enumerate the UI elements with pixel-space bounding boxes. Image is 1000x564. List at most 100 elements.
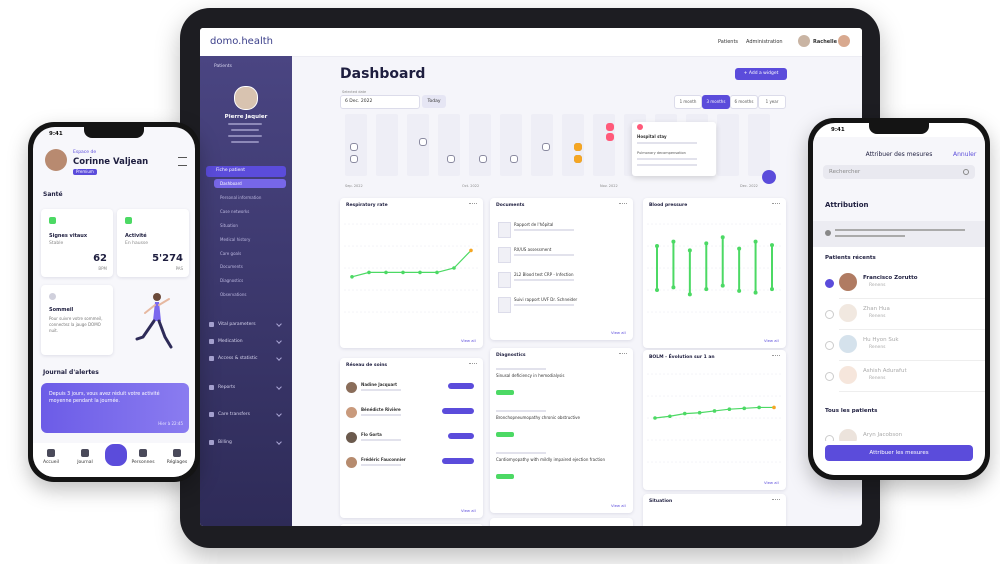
tab-label[interactable]: Réglages	[166, 460, 188, 465]
widget-title: Respiratory rate	[346, 203, 388, 208]
doc-meta	[514, 279, 574, 281]
nav-link[interactable]: Administration	[746, 39, 783, 45]
date-field[interactable]	[340, 95, 420, 109]
person-avatar	[346, 407, 357, 418]
menu-group[interactable]: Medication	[218, 339, 243, 344]
view-all-link[interactable]: View all	[461, 508, 476, 513]
menu-group[interactable]: Billing	[218, 440, 232, 445]
menu-item[interactable]: Diagnostics	[220, 278, 244, 284]
range-button[interactable]: 6 months	[730, 95, 758, 109]
runner-illustration	[135, 293, 173, 349]
patient-name[interactable]: Ashish Adurafut	[863, 368, 907, 374]
back-link[interactable]: Patients	[214, 64, 233, 69]
timeline-event	[574, 155, 582, 163]
assign-button[interactable]: Attribuer les mesures	[825, 445, 973, 461]
tab-label[interactable]: Personnes	[131, 460, 155, 465]
patient-name[interactable]: Francisco Zorutto	[863, 275, 918, 281]
add-widget-button[interactable]: + Add a widget	[735, 68, 787, 80]
menu-item[interactable]: Dashboard	[220, 181, 242, 186]
view-all-link[interactable]: View all	[764, 480, 779, 485]
info-box	[813, 221, 985, 247]
section-title: Santé	[43, 191, 63, 198]
tab-label[interactable]: Journal	[77, 460, 93, 465]
center-button[interactable]	[103, 442, 129, 468]
doc-name[interactable]: Rapport de l'hôpital	[514, 222, 554, 227]
menu-group[interactable]: Care transfers	[218, 412, 250, 417]
runner-body	[153, 302, 161, 321]
data-line	[351, 249, 472, 278]
patient-detail	[231, 141, 259, 143]
menu-item[interactable]: Situation	[220, 222, 238, 228]
widget-title: Situation	[649, 499, 673, 504]
radio[interactable]	[825, 372, 834, 381]
health-status: Stable	[49, 241, 64, 246]
divider	[839, 360, 985, 361]
tab-icon[interactable]	[81, 449, 89, 457]
view-all-link[interactable]: View all	[764, 338, 779, 343]
patient-name[interactable]: Hu Hyon Suk	[863, 337, 899, 343]
patient-photo	[234, 86, 258, 110]
person-name[interactable]: Flo Gorta	[361, 432, 382, 437]
diag-tag	[496, 390, 514, 395]
menu-group[interactable]: Access & statistic	[218, 356, 258, 361]
timeline-event	[542, 143, 550, 151]
today-button[interactable]: Today	[422, 95, 446, 108]
range-button[interactable]: 1 year	[758, 95, 786, 109]
doc-icon	[498, 272, 511, 288]
tab-label[interactable]: Accueil	[42, 460, 60, 465]
menu-item[interactable]: Documents	[220, 264, 243, 270]
pressure-range	[672, 241, 675, 288]
doc-icon	[498, 297, 511, 313]
person-name[interactable]: Bénédicte Rivière	[361, 407, 401, 412]
data-point	[727, 407, 732, 411]
patient-avatar	[839, 273, 857, 291]
view-all-link[interactable]: View all	[611, 330, 626, 335]
diag-date	[496, 452, 546, 454]
menu-item[interactable]: Care goals	[220, 250, 242, 256]
menu-item[interactable]: Case networks	[220, 208, 250, 214]
tab-icon[interactable]	[139, 449, 147, 457]
timeline-next[interactable]	[762, 170, 776, 184]
menu-section-label[interactable]: Fiche patient	[216, 168, 246, 173]
systolic-point	[671, 239, 676, 244]
doc-name[interactable]: Suivi rapport UVF Dr. Schneider	[514, 297, 578, 302]
tab-icon[interactable]	[47, 449, 55, 457]
menu-item[interactable]: Observations	[220, 292, 247, 298]
tab-icon[interactable]	[173, 449, 181, 457]
view-all-link[interactable]: View all	[461, 338, 476, 343]
date-label: Selected date	[342, 90, 367, 94]
search-box[interactable]	[823, 165, 975, 179]
view-all-link[interactable]: View all	[611, 503, 626, 508]
patient-name[interactable]: Zhan Hua	[863, 306, 890, 312]
person-name[interactable]: Frédéric Fauconnier	[361, 457, 406, 462]
radio[interactable]	[825, 341, 834, 350]
menu-item[interactable]: Personal information	[220, 194, 262, 200]
pressure-range	[705, 243, 708, 290]
timeline-event	[419, 138, 427, 146]
status-time: 9:41	[831, 127, 845, 133]
popup-text: Pulmonary decompensation	[637, 151, 686, 155]
radio[interactable]	[825, 279, 834, 288]
popup-line	[637, 142, 697, 144]
diastolic-point	[737, 288, 742, 293]
range-button[interactable]: 3 months	[702, 95, 730, 109]
popup-icon	[637, 124, 643, 130]
menu-group[interactable]: Vital parameters	[218, 322, 256, 327]
user-name: Corinne Valjean	[73, 157, 149, 167]
diag-text: Cardiomyopathy with mildly impaired ejec…	[496, 457, 605, 462]
user-avatar	[798, 35, 810, 47]
menu-item[interactable]: Medical history	[220, 236, 251, 242]
menu-group[interactable]: Reports	[218, 385, 236, 390]
radio[interactable]	[825, 310, 834, 319]
systolic-point	[704, 241, 709, 246]
nav-link[interactable]: Patients	[718, 39, 739, 45]
popup-line	[637, 158, 697, 160]
cancel-link[interactable]: Annuler	[953, 151, 977, 158]
doc-name[interactable]: RX/US assessment	[514, 247, 552, 252]
range-button[interactable]: 1 month	[674, 95, 702, 109]
doc-name[interactable]: 2L2 Blood test CRP - Infection	[514, 272, 574, 277]
data-point	[469, 248, 473, 253]
person-name[interactable]: Nadine Jacquart	[361, 382, 398, 387]
pressure-range	[688, 250, 691, 295]
patient-name[interactable]: Aryn Jacobson	[863, 432, 903, 438]
